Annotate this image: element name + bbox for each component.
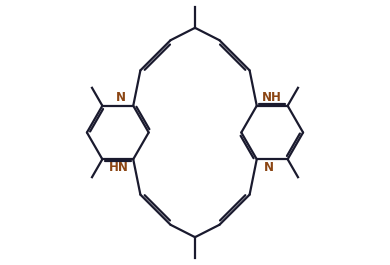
- Text: HN: HN: [109, 161, 129, 174]
- Text: NH: NH: [262, 91, 282, 104]
- Text: N: N: [264, 161, 274, 174]
- Text: N: N: [116, 91, 126, 104]
